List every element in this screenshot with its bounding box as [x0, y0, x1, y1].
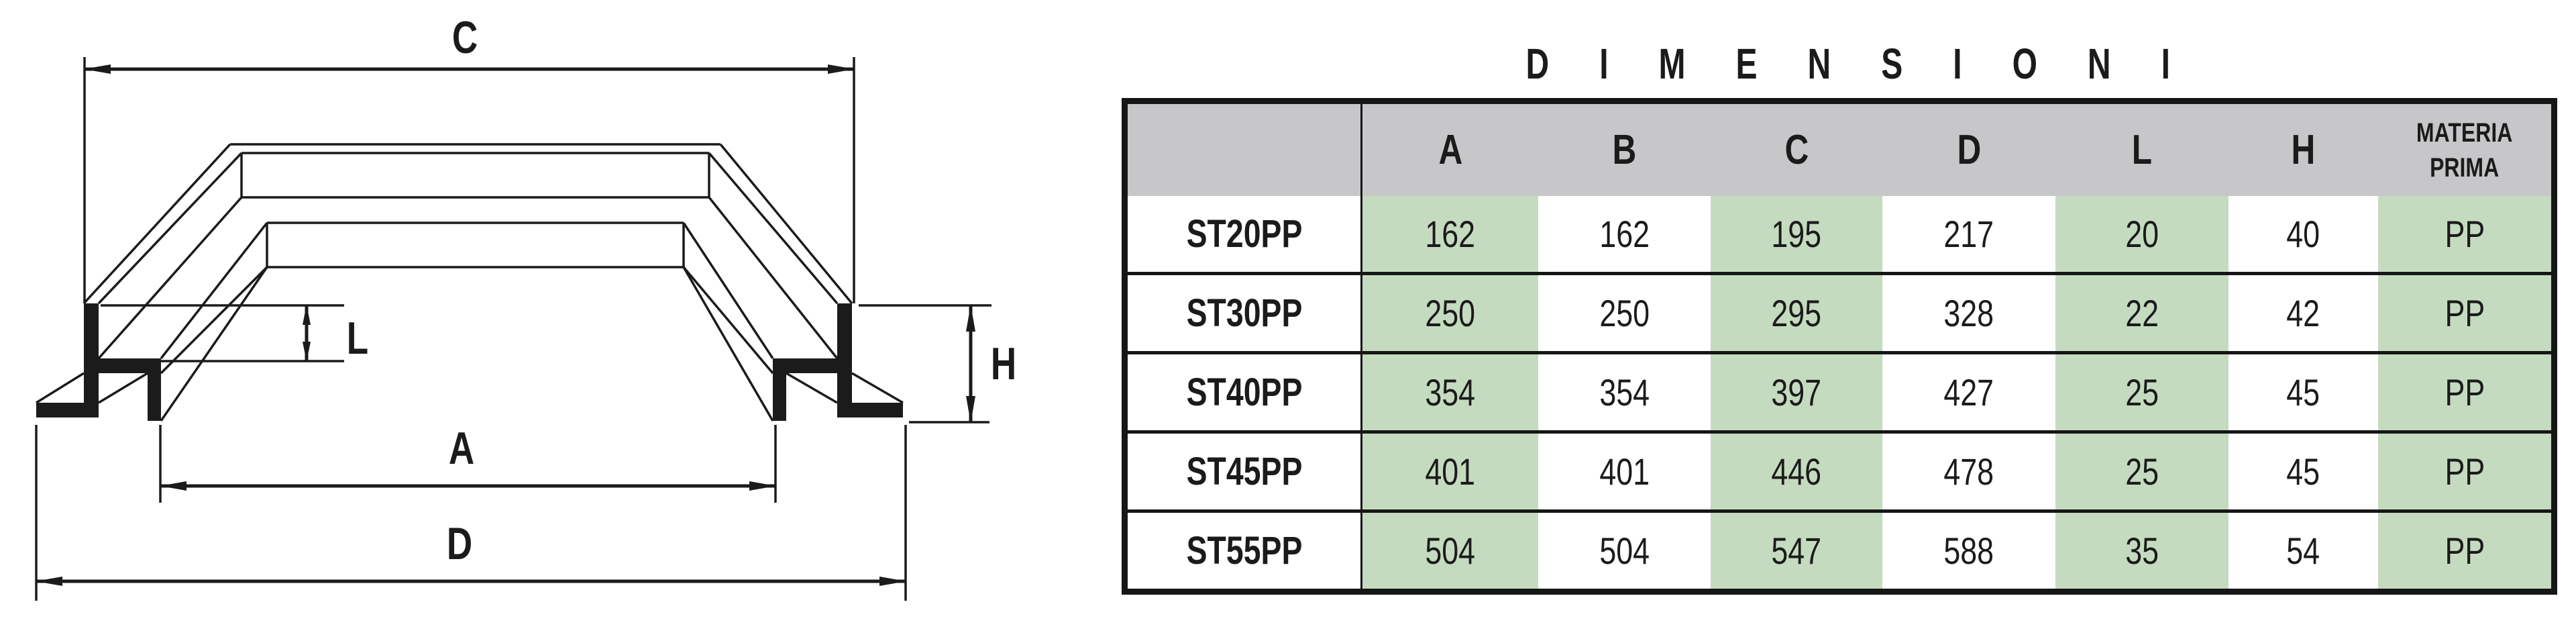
header-cell-D: D — [1957, 127, 1981, 173]
dimension-H: H — [859, 304, 1016, 424]
product-code-cell: ST45PP — [1128, 434, 1362, 509]
value-cell-A: 401 — [1362, 434, 1538, 509]
value-cell-A: 250 — [1362, 275, 1538, 351]
profile-cross-sections — [36, 303, 903, 421]
header-cell-B: B — [1612, 127, 1637, 173]
header-cell-H: H — [2291, 127, 2316, 173]
table-row: ST20PP 162 162 195 217 20 40 PP — [1128, 196, 2551, 272]
dimension-label-D: D — [447, 518, 472, 569]
dimension-C: C — [83, 12, 855, 303]
product-code-cell: ST40PP — [1128, 354, 1362, 430]
table-row: ST40PP 354 354 397 427 25 45 PP — [1128, 351, 2551, 430]
product-code-cell: ST20PP — [1128, 196, 1362, 272]
header-cell-materia-prima: MATERIA PRIMA — [2416, 117, 2513, 183]
table-title: DIMENSIONI — [1122, 39, 2557, 89]
value-cell-A: 354 — [1362, 354, 1538, 430]
profile-drawing-svg: C L A D H — [35, 12, 1016, 601]
dimension-A: A — [159, 423, 777, 503]
dimension-label-C: C — [452, 12, 478, 63]
table-row: ST55PP 504 504 547 588 35 54 PP — [1128, 509, 2551, 589]
value-cell-B: 504 — [1599, 530, 1650, 572]
value-cell-materia: PP — [2378, 513, 2551, 589]
profile-wireframe — [36, 143, 904, 422]
header-cell-L: L — [2131, 127, 2153, 173]
value-cell-materia: PP — [2378, 196, 2551, 272]
value-cell-L: 22 — [2055, 275, 2229, 351]
value-cell-D: 478 — [1943, 450, 1994, 493]
value-cell-D: 328 — [1943, 292, 1994, 334]
header-cell-C: C — [1784, 127, 1809, 173]
value-cell-H: 54 — [2286, 530, 2320, 572]
table-title-text: DIMENSIONI — [1525, 40, 2220, 88]
value-cell-A: 162 — [1362, 196, 1538, 272]
header-cell-A: A — [1438, 127, 1462, 173]
value-cell-C: 195 — [1711, 196, 1882, 272]
technical-drawing: C L A D H — [0, 0, 1114, 641]
value-cell-L: 25 — [2055, 434, 2229, 509]
value-cell-materia: PP — [2378, 434, 2551, 509]
value-cell-C: 446 — [1711, 434, 1882, 509]
product-code-cell: ST55PP — [1128, 513, 1362, 589]
left-cross-section — [36, 303, 161, 421]
value-cell-H: 45 — [2286, 371, 2320, 413]
dimension-label-L: L — [347, 313, 368, 364]
value-cell-C: 295 — [1711, 275, 1882, 351]
table-header-row: A B C D L H MATERIA PRIMA — [1128, 104, 2551, 196]
value-cell-B: 401 — [1599, 450, 1650, 493]
value-cell-L: 35 — [2055, 513, 2229, 589]
dimensions-table: A B C D L H MATERIA PRIMA ST20PP 162 162… — [1122, 98, 2557, 595]
dimension-label-A: A — [449, 423, 474, 474]
product-code-cell: ST30PP — [1128, 275, 1362, 351]
value-cell-D: 427 — [1943, 371, 1994, 413]
value-cell-C: 397 — [1711, 354, 1882, 430]
header-cell-product — [1128, 104, 1362, 196]
value-cell-C: 547 — [1711, 513, 1882, 589]
value-cell-B: 250 — [1599, 292, 1650, 334]
value-cell-H: 42 — [2286, 292, 2320, 334]
value-cell-B: 162 — [1599, 213, 1650, 255]
value-cell-B: 354 — [1599, 371, 1650, 413]
value-cell-L: 25 — [2055, 354, 2229, 430]
value-cell-H: 40 — [2286, 213, 2320, 255]
value-cell-A: 504 — [1362, 513, 1538, 589]
value-cell-materia: PP — [2378, 354, 2551, 430]
dimension-D: D — [35, 425, 907, 601]
table-row: ST45PP 401 401 446 478 25 45 PP — [1128, 430, 2551, 509]
table-row: ST30PP 250 250 295 328 22 42 PP — [1128, 272, 2551, 351]
value-cell-D: 217 — [1943, 213, 1994, 255]
value-cell-materia: PP — [2378, 275, 2551, 351]
value-cell-H: 45 — [2286, 450, 2320, 493]
dimension-label-H: H — [991, 338, 1016, 389]
value-cell-L: 20 — [2055, 196, 2229, 272]
dimension-L: L — [101, 304, 368, 364]
value-cell-D: 588 — [1943, 530, 1994, 572]
right-cross-section — [773, 303, 903, 421]
